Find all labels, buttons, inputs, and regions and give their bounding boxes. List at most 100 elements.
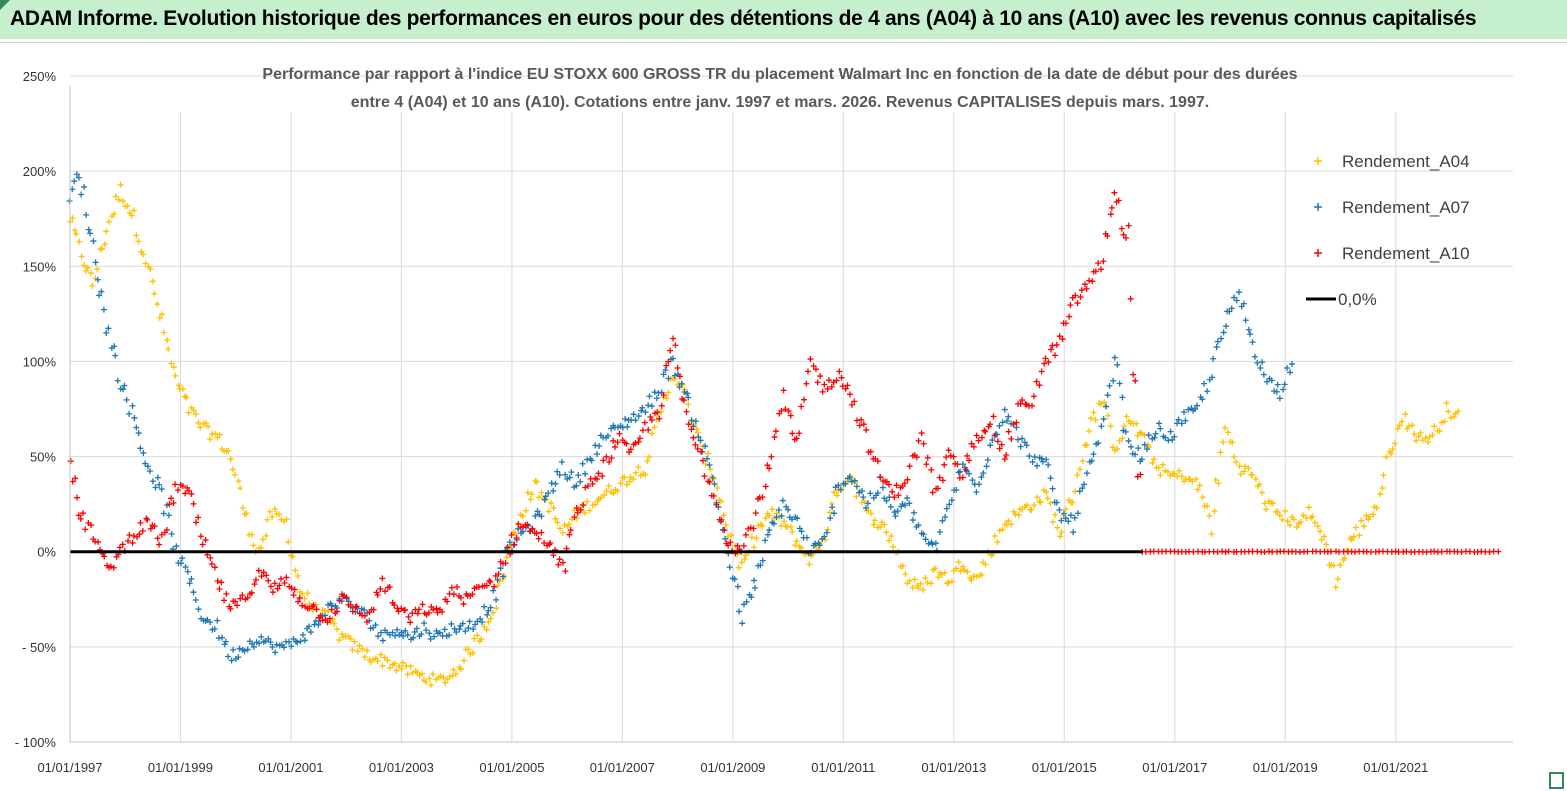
data-point — [989, 437, 996, 444]
data-point — [538, 529, 545, 536]
data-point — [223, 590, 230, 597]
data-point — [415, 606, 422, 613]
data-point — [991, 432, 998, 439]
data-point — [622, 416, 629, 423]
data-point — [648, 417, 655, 424]
data-point — [219, 634, 226, 641]
data-point — [1276, 512, 1283, 519]
data-point — [864, 500, 871, 507]
data-point — [789, 528, 796, 535]
data-point — [906, 463, 913, 470]
data-point — [276, 511, 283, 518]
data-point — [442, 679, 449, 686]
data-point — [1413, 437, 1420, 444]
data-point — [185, 487, 192, 494]
data-point — [100, 306, 107, 313]
data-point — [768, 453, 775, 460]
data-point — [946, 501, 953, 508]
data-point — [839, 383, 846, 390]
data-point — [961, 567, 968, 574]
legend-point-marker — [1314, 203, 1322, 211]
data-point — [313, 606, 320, 613]
data-point — [444, 598, 451, 605]
data-point — [863, 504, 870, 511]
data-point — [1033, 462, 1040, 469]
data-point — [1034, 494, 1041, 501]
data-point — [1070, 529, 1077, 536]
data-point — [460, 657, 467, 664]
data-point — [586, 507, 593, 514]
data-point — [996, 527, 1003, 534]
data-point — [111, 210, 118, 217]
data-point — [595, 470, 602, 477]
data-point — [874, 489, 881, 496]
data-point — [182, 564, 189, 571]
data-point — [635, 464, 642, 471]
data-point — [699, 457, 706, 464]
data-point — [239, 504, 246, 511]
data-point — [1130, 371, 1137, 378]
data-point — [269, 644, 276, 651]
data-point — [347, 601, 354, 608]
data-point — [626, 478, 633, 485]
data-point — [575, 472, 582, 479]
data-point — [315, 621, 322, 628]
data-point — [1114, 361, 1121, 368]
data-point — [462, 628, 469, 635]
legend-point-marker — [1314, 157, 1322, 165]
data-point — [258, 544, 265, 551]
data-point — [825, 377, 832, 384]
chart-title-line-2: entre 4 (A04) et 10 ans (A10). Cotations… — [351, 94, 1209, 111]
data-point — [1448, 414, 1454, 421]
data-point — [824, 526, 831, 533]
data-point — [1028, 507, 1035, 514]
data-point — [879, 484, 886, 491]
data-point — [969, 477, 976, 484]
data-point — [1194, 402, 1201, 409]
data-point — [915, 522, 922, 529]
data-point — [295, 598, 302, 605]
data-point — [437, 673, 444, 680]
data-point — [1128, 443, 1135, 450]
data-point — [1261, 549, 1268, 556]
data-point — [1125, 222, 1132, 229]
data-point — [877, 474, 884, 480]
data-point — [413, 625, 420, 632]
data-point — [1373, 504, 1380, 511]
data-point — [234, 602, 241, 609]
data-point — [216, 431, 223, 438]
data-point — [512, 530, 519, 537]
data-point — [317, 613, 324, 620]
data-point — [156, 315, 163, 322]
data-point — [1259, 489, 1266, 496]
data-point — [227, 456, 234, 463]
legend-label: Rendement_A04 — [1342, 152, 1470, 171]
data-point — [1003, 452, 1010, 459]
data-point — [1281, 381, 1288, 388]
data-point — [339, 631, 346, 638]
data-point — [532, 512, 539, 519]
data-point — [959, 474, 966, 481]
data-point — [991, 533, 998, 540]
data-point — [902, 571, 909, 578]
data-point — [1030, 393, 1037, 400]
data-point — [1422, 434, 1429, 441]
data-point — [182, 490, 189, 497]
data-point — [662, 367, 669, 374]
data-point — [743, 598, 750, 605]
data-point — [598, 494, 605, 501]
data-point — [558, 458, 565, 465]
data-point — [1074, 300, 1081, 307]
data-point — [1287, 369, 1294, 376]
data-point — [523, 507, 530, 514]
data-point — [457, 594, 464, 601]
data-point — [305, 623, 312, 630]
data-point — [185, 409, 192, 416]
data-point — [427, 635, 434, 642]
data-point — [1290, 516, 1297, 523]
data-point — [1053, 499, 1060, 506]
data-point — [202, 537, 209, 544]
data-point — [600, 457, 607, 464]
data-point — [821, 381, 828, 388]
data-point — [414, 610, 421, 617]
